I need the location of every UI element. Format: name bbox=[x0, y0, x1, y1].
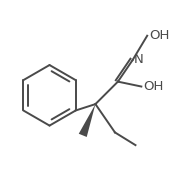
Polygon shape bbox=[79, 104, 95, 137]
Text: OH: OH bbox=[149, 29, 169, 42]
Text: N: N bbox=[134, 53, 144, 66]
Text: OH: OH bbox=[143, 80, 163, 93]
